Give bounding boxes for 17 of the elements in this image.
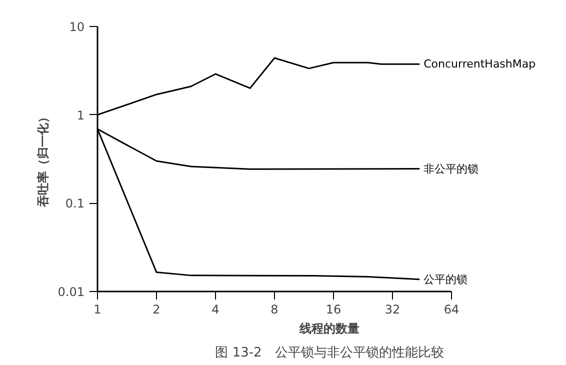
x-tick-label: 16 bbox=[326, 302, 342, 316]
y-tick-label: 0.1 bbox=[65, 196, 85, 211]
x-tick-label: 64 bbox=[444, 302, 460, 316]
y-tick-label: 10 bbox=[69, 20, 85, 34]
text: 图 13-2 公平锁与非公平锁的性能比较 bbox=[215, 346, 444, 360]
y-axis-title: 吞吐率（归一化） bbox=[36, 111, 50, 208]
x-tick-label: 4 bbox=[212, 302, 220, 316]
x-tick-label: 2 bbox=[152, 302, 160, 316]
series-label: 非公平的锁 bbox=[424, 162, 479, 176]
y-tick-label: 0.01 bbox=[58, 285, 84, 299]
series-label: 公平的锁 bbox=[424, 272, 468, 286]
series-label: ConcurrentHashMap bbox=[424, 58, 536, 71]
x-tick-label: 32 bbox=[384, 302, 400, 316]
x-axis-title: 线程的数量 bbox=[298, 322, 360, 336]
x-tick-label: 8 bbox=[270, 302, 278, 316]
y-tick-label: 1 bbox=[76, 108, 85, 122]
x-tick-label: 1 bbox=[94, 302, 102, 316]
